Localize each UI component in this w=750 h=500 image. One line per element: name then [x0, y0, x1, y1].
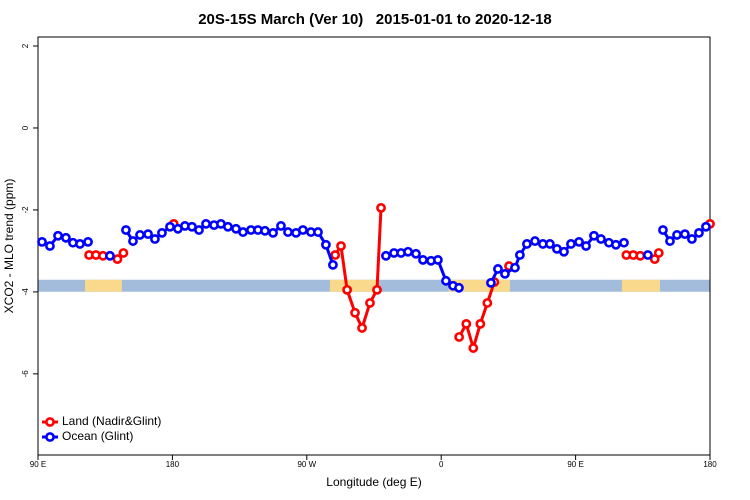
series-point — [128, 236, 138, 246]
legend-marker — [45, 432, 55, 442]
series-point — [559, 246, 569, 257]
legend-label: Ocean (Glint) — [62, 429, 133, 443]
series-point — [701, 221, 711, 232]
series-point — [112, 254, 123, 265]
series-point — [330, 250, 341, 260]
series-point — [376, 202, 386, 213]
series-point — [482, 298, 493, 308]
series-point — [687, 234, 697, 244]
land-band — [621, 279, 660, 292]
series-point — [350, 307, 360, 318]
x-tick-label: 90 W — [297, 460, 316, 469]
x-tick-label: 90 E — [30, 460, 46, 469]
series-point — [596, 234, 606, 244]
series-point — [635, 250, 646, 261]
series-point — [694, 227, 704, 238]
series-point — [665, 236, 675, 246]
y-tick-label: 0 — [21, 125, 30, 130]
land-band — [329, 279, 377, 292]
series-point — [283, 227, 293, 237]
legend-marker — [45, 417, 55, 427]
series-point — [143, 229, 153, 240]
series-point — [433, 255, 443, 265]
series-point — [268, 227, 278, 238]
series-point — [510, 262, 520, 273]
series-point — [342, 284, 353, 295]
series-point — [357, 323, 367, 333]
series-point — [411, 248, 421, 259]
chart-title: 20S-15S March (Ver 10) 2015-01-01 to 202… — [198, 11, 552, 28]
y-tick-label: -2 — [21, 206, 30, 214]
series-point — [486, 277, 496, 288]
y-axis-label: XCO2 - MLO trend (ppm) — [2, 179, 16, 314]
x-tick-label: 180 — [166, 460, 180, 469]
series-point — [37, 237, 47, 247]
series-point — [276, 221, 286, 231]
series-point — [500, 268, 510, 279]
series-point — [223, 221, 233, 232]
series-point — [530, 236, 540, 246]
series-point — [642, 250, 653, 260]
series-point — [201, 218, 211, 229]
series-point — [441, 275, 451, 286]
series-point — [653, 248, 664, 258]
series-point — [194, 225, 204, 235]
series-point — [493, 264, 503, 274]
series-point — [118, 248, 129, 258]
series-point — [381, 250, 391, 261]
series-point — [336, 241, 346, 251]
land-band — [85, 279, 122, 292]
series-point — [454, 282, 464, 293]
series-point — [121, 225, 131, 235]
series-point — [403, 246, 413, 257]
series-point — [514, 250, 525, 260]
series-point — [53, 230, 63, 241]
series-point — [581, 241, 591, 251]
series-point — [672, 230, 682, 240]
plot-frame — [37, 36, 711, 456]
y-tick-label: -6 — [21, 370, 30, 378]
y-tick-label: 2 — [21, 43, 30, 48]
series-point — [522, 239, 532, 249]
x-tick-label: 180 — [703, 460, 717, 469]
series-point — [61, 232, 71, 243]
series-point — [468, 343, 479, 353]
x-axis-label: Longitude (deg E) — [326, 475, 421, 489]
series-point — [298, 225, 308, 235]
series-point — [75, 239, 85, 249]
series-point — [260, 225, 270, 236]
series-point — [566, 239, 576, 249]
series-point — [619, 237, 629, 248]
series-point — [321, 239, 331, 250]
series-point — [574, 237, 584, 247]
series-point — [680, 229, 690, 240]
series-point — [418, 255, 428, 265]
x-tick-label: 0 — [439, 460, 444, 469]
series-point — [165, 221, 175, 232]
series-point — [105, 250, 115, 261]
series-point — [313, 227, 323, 237]
legend-label: Land (Nadir&Glint) — [62, 414, 161, 428]
series-point — [45, 241, 55, 251]
y-tick-label: -4 — [21, 288, 30, 296]
series-point — [454, 332, 465, 342]
series-point — [135, 230, 145, 240]
series-point — [475, 318, 486, 329]
series-point — [658, 225, 668, 235]
series-line — [457, 281, 496, 354]
series-point — [611, 239, 621, 250]
series-point — [157, 227, 167, 238]
x-tick-label: 90 E — [567, 460, 583, 469]
series-point — [461, 318, 472, 329]
series-point — [545, 239, 555, 249]
series-point — [83, 237, 93, 247]
series-point — [328, 259, 338, 270]
series-point — [365, 298, 375, 308]
series-point — [238, 227, 248, 237]
series-point — [150, 234, 160, 244]
series-point — [372, 284, 382, 295]
